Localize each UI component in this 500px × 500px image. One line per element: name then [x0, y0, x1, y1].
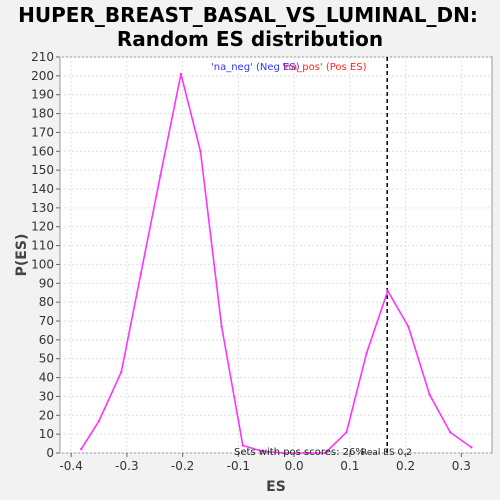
y-tick-label: 170 [31, 125, 54, 139]
y-tick-label: 190 [31, 88, 54, 102]
series-point [281, 451, 285, 455]
y-tick-label: 20 [39, 408, 54, 422]
series-point [448, 431, 452, 434]
plot-area [59, 56, 493, 454]
x-tick-label: 0.1 [340, 459, 359, 473]
series-points [79, 72, 473, 455]
y-tick-label: 130 [31, 201, 54, 215]
annotation-real-es: Real ES 0.2 [361, 448, 412, 458]
x-tick-label: -0.2 [171, 459, 194, 473]
series-point [365, 351, 368, 355]
x-tick-label: 0.2 [396, 459, 415, 473]
y-tick-label: 30 [39, 389, 54, 403]
y-axis-ticks: 0 10 20 30 40 50 60 70 80 90 100 110 120 130 140 150 160… [31, 50, 60, 460]
y-tick-label: 40 [39, 371, 54, 385]
y-tick-label: 90 [39, 276, 54, 290]
y-axis-label: P(ES) [14, 234, 30, 277]
x-tick-label: -0.1 [227, 459, 250, 473]
y-tick-label: 210 [31, 50, 54, 64]
x-tick-label: 0.3 [452, 459, 471, 473]
series-point [324, 451, 327, 455]
series-point [345, 431, 348, 434]
series-point [470, 446, 473, 449]
y-tick-label: 160 [31, 144, 54, 158]
x-tick-label: 0.0 [285, 459, 304, 473]
y-tick-label: 200 [31, 69, 54, 83]
series-point [260, 449, 263, 453]
y-tick-label: 100 [31, 257, 54, 271]
y-tick-label: 180 [31, 107, 54, 121]
series-point [220, 325, 223, 328]
series-point [428, 393, 431, 396]
x-axis-ticks: -0.4 -0.3 -0.2 -0.1 0.0 0.1 0.2 0.3 [59, 453, 471, 473]
series-point [79, 448, 83, 451]
legend-pos-label: 'na_pos' (Pos ES) [282, 62, 367, 73]
y-tick-label: 50 [39, 352, 54, 366]
series-point [97, 419, 101, 423]
series-point [302, 451, 306, 455]
series-line [80, 73, 472, 454]
y-tick-label: 110 [31, 239, 54, 253]
y-tick-label: 120 [31, 220, 54, 234]
legend-neg-label: 'na_neg' (Neg ES) [211, 62, 300, 73]
y-tick-label: 70 [39, 314, 54, 328]
y-tick-label: 10 [39, 427, 54, 441]
grid [60, 56, 492, 454]
series-point [199, 150, 202, 153]
series-point [386, 289, 389, 293]
y-tick-label: 80 [39, 295, 54, 309]
series-point [407, 325, 410, 328]
y-tick-label: 150 [31, 163, 54, 177]
series-point [159, 174, 162, 177]
x-axis-label: ES [266, 479, 286, 495]
x-tick-label: -0.3 [115, 459, 138, 473]
series-point [241, 444, 245, 447]
series-point [179, 72, 183, 76]
series-point [120, 370, 123, 374]
chart-title-line2: Random ES distribution [117, 27, 383, 51]
y-tick-label: 140 [31, 182, 54, 196]
y-tick-label: 0 [46, 446, 54, 460]
series-point [139, 272, 143, 276]
x-tick-label: -0.4 [59, 459, 82, 473]
y-tick-label: 60 [39, 333, 54, 347]
annotation-pos-scores: Sets with pos scores: 26% [234, 447, 365, 458]
chart-title-line1: HUPER_BREAST_BASAL_VS_LUMINAL_DN: [18, 3, 478, 27]
